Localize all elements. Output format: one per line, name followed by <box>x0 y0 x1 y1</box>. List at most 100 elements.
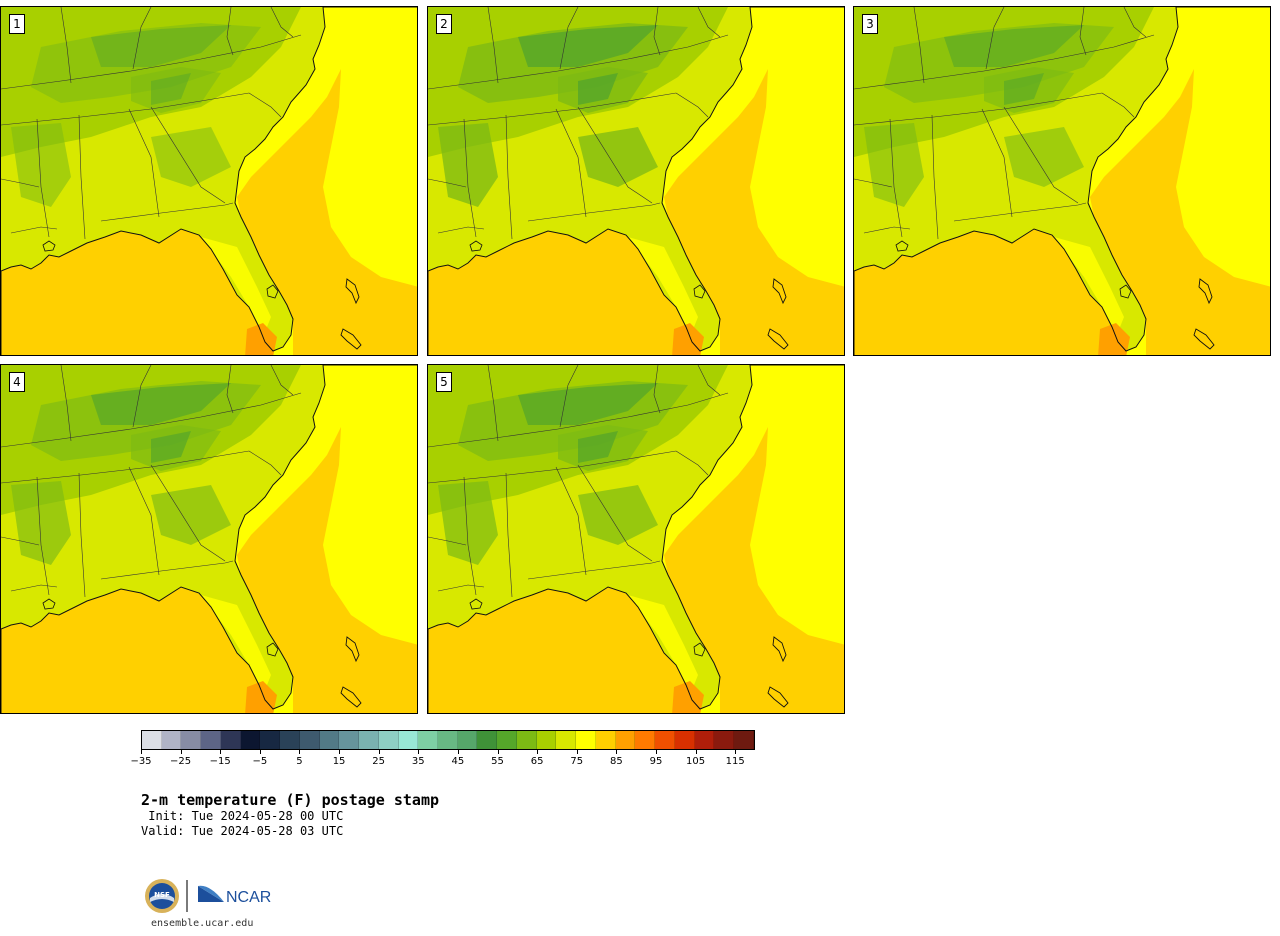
map-panel: 3 <box>853 6 1271 356</box>
green-region <box>1004 127 1084 187</box>
gulf-region <box>854 229 1118 355</box>
colorbar-tick-label: 75 <box>570 756 584 767</box>
state-border <box>487 7 499 84</box>
colorbar-tick-label: 55 <box>491 756 504 767</box>
colorbar-tick-label: 15 <box>332 756 346 767</box>
dark-green-region <box>91 383 231 425</box>
colorbar-tick <box>735 750 737 754</box>
state-border <box>428 34 729 90</box>
state-border <box>931 114 939 240</box>
state-border <box>132 365 152 428</box>
colorbar-tick <box>616 750 618 754</box>
state-border <box>577 106 653 204</box>
colorbar-tick <box>576 750 578 754</box>
plot-title: 2-m temperature (F) postage stamp <box>141 791 440 809</box>
colorbar-tick <box>339 750 341 754</box>
nsf-logo-icon: NSF <box>145 879 179 913</box>
dark-green-region <box>578 73 618 105</box>
colorbar-tick-label: −15 <box>209 756 231 767</box>
colorbar-segment <box>438 731 458 749</box>
temperature-map <box>1 7 417 355</box>
colorbar-tick-label: 35 <box>411 756 425 767</box>
colorbar-segment <box>220 731 241 749</box>
state-border <box>854 178 893 188</box>
colorbar-segment <box>734 731 754 749</box>
state-border <box>463 476 477 596</box>
state-border <box>10 226 58 234</box>
temperature-map <box>428 7 844 355</box>
green-region <box>11 123 71 207</box>
florida-warm-region <box>628 595 698 695</box>
coastline <box>428 7 844 355</box>
lake-outline <box>42 598 56 610</box>
colorbar-segment <box>299 731 320 749</box>
colorbar-tick <box>655 750 657 754</box>
colorbar <box>141 730 755 750</box>
state-border <box>100 560 234 580</box>
state-border <box>226 7 234 56</box>
island-outline <box>340 686 362 708</box>
state-border <box>150 106 226 204</box>
state-border <box>270 365 294 396</box>
green-region <box>864 123 924 207</box>
state-border <box>1101 92 1135 118</box>
colorbar-segment <box>536 731 557 749</box>
map-panel: 5 <box>427 364 845 714</box>
colorbar-segment <box>161 731 182 749</box>
temperature-map <box>854 7 1270 355</box>
temperature-map <box>428 365 844 713</box>
gulf-region <box>1 229 265 355</box>
coastline <box>854 7 1270 355</box>
colorbar-segment <box>201 731 221 749</box>
island-outline <box>772 636 787 663</box>
colorbar-tick <box>497 750 499 754</box>
colorbar-segment <box>576 731 596 749</box>
state-border <box>10 584 58 592</box>
island-outline <box>1193 328 1215 350</box>
state-border <box>428 392 729 448</box>
lake-outline <box>895 240 909 252</box>
state-border <box>1 392 302 448</box>
state-border <box>577 464 653 562</box>
state-border <box>981 108 1013 218</box>
colorbar-segment <box>655 731 675 749</box>
state-border <box>226 365 234 414</box>
colorbar-ticks: −35 −25 −15 −5 5 15 25 35 45 55 65 75 85 95 105 115 <box>130 750 755 770</box>
state-border <box>675 450 709 476</box>
dark-green-region <box>518 383 658 425</box>
dark-green-region <box>578 431 618 463</box>
member-label: 5 <box>436 372 452 392</box>
coastline <box>1 365 417 713</box>
island-outline <box>340 328 362 350</box>
state-border <box>653 7 661 56</box>
colorbar-segment <box>378 731 399 749</box>
atlantic-warm-region <box>237 427 417 713</box>
colorbar-segment <box>595 731 616 749</box>
atlantic-warm-region <box>664 427 844 713</box>
svg-text:NCAR: NCAR <box>226 889 271 906</box>
state-border <box>863 226 911 234</box>
colorbar-tick-label: 115 <box>725 756 745 767</box>
green-region <box>151 485 231 545</box>
state-border <box>697 7 721 38</box>
colorbar-tick-label: 25 <box>372 756 386 767</box>
state-border <box>985 7 1005 70</box>
colorbar-tick <box>695 750 697 754</box>
state-border <box>559 7 579 70</box>
lake-outline <box>693 284 706 299</box>
state-border <box>128 466 160 576</box>
colorbar-segment <box>477 731 498 749</box>
green-region <box>438 481 498 565</box>
colorbar-segment <box>339 731 360 749</box>
init-time: Init: Tue 2024-05-28 00 UTC <box>141 809 344 823</box>
dark-green-region <box>1004 73 1044 105</box>
state-border <box>36 118 50 238</box>
state-border <box>854 34 1155 90</box>
colorbar-tick-label: 95 <box>649 756 663 767</box>
state-border <box>505 114 513 240</box>
ncar-logo-icon: NCAR <box>198 885 271 906</box>
colorbar-segment <box>615 731 636 749</box>
atlantic-warm-region <box>664 69 844 355</box>
atlantic-warm-region <box>1090 69 1270 355</box>
island-outline <box>345 636 360 663</box>
